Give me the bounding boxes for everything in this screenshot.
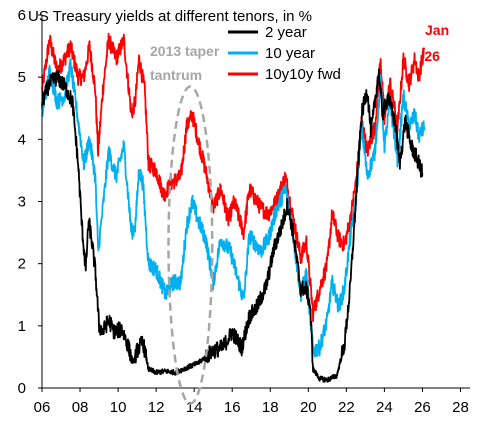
legend-label: 10 year (265, 45, 315, 62)
y-tick-label: 2 (18, 256, 26, 273)
x-tick-label: 20 (300, 399, 317, 416)
taper-tantrum-label: tantrum (150, 67, 202, 83)
series-line-2-year (41, 68, 424, 383)
x-tick-label: 16 (224, 399, 241, 416)
series-layer (41, 32, 426, 383)
taper-tantrum-label: 2013 taper (150, 43, 220, 59)
jan-26-label: Jan (425, 22, 449, 38)
y-tick-label: 1 (18, 318, 26, 335)
x-tick-label: 18 (262, 399, 279, 416)
legend-label: 2 year (265, 24, 307, 41)
x-tick-label: 12 (148, 399, 165, 416)
x-tick-label: 28 (452, 399, 469, 416)
x-tick-label: 22 (338, 399, 355, 416)
chart-title: US Treasury yields at different tenors, … (28, 8, 312, 25)
x-tick-label: 06 (34, 399, 51, 416)
y-tick-label: 5 (18, 69, 26, 86)
taper-tantrum-ellipse (167, 85, 214, 405)
x-tick-label: 08 (72, 399, 89, 416)
y-tick-label: 4 (18, 131, 26, 148)
annotations-layer: 2013 taper tantrum Jan '26 (150, 22, 449, 405)
legend: 2 year 10 year 10y10y fwd (228, 24, 341, 83)
x-tick-label: 26 (414, 399, 431, 416)
x-tick-label: 24 (376, 399, 393, 416)
y-tick-label: 0 (18, 380, 26, 397)
legend-label: 10y10y fwd (265, 66, 341, 83)
y-tick-label: 6 (18, 7, 26, 24)
x-tick-label: 10 (110, 399, 127, 416)
y-tick-label: 3 (18, 194, 26, 211)
jan-26-label: '26 (421, 48, 440, 64)
